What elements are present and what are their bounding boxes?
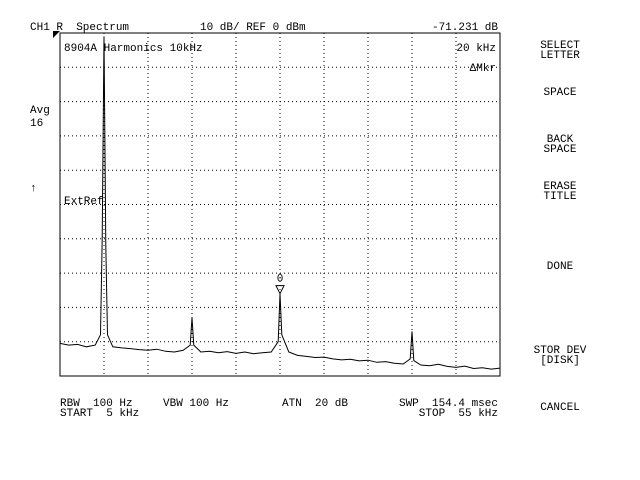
softkey[interactable]: SPACE [543,87,576,99]
softkey[interactable]: DONE [547,261,574,273]
stop: STOP 55 kHz [419,408,498,420]
marker-freq: 20 kHz [456,43,496,55]
softkey[interactable]: [DISK] [540,355,580,367]
marker-mode: ΔMkr [470,63,496,75]
ref-indicator [53,31,60,38]
softkey[interactable]: CANCEL [540,402,580,414]
softkey[interactable]: ERASE [543,181,576,193]
atn: ATN 20 dB [282,398,348,410]
vbw: VBW 100 Hz [163,398,229,410]
marker [275,285,285,295]
trace [59,36,501,370]
avg: Avg [30,105,50,117]
ref-arrow: ↑ [30,183,37,195]
ext-ref: ExtRef [64,196,104,208]
rbw: RBW 100 Hz [60,398,133,410]
softkey[interactable]: TITLE [543,191,576,203]
scale: 10 dB/ REF 0 dBm [200,22,306,34]
softkey[interactable]: SELECT [540,40,580,52]
start: START 5 kHz [60,408,139,420]
softkey[interactable]: LETTER [540,50,580,62]
avg-count: 16 [30,118,43,130]
plot-title: 8904A Harmonics 10kHz [64,43,203,55]
channel: CH1 R Spectrum [30,22,129,34]
marker-readout: -71.231 dB [432,22,498,34]
softkey[interactable]: SPACE [543,144,576,156]
softkey[interactable]: STOR DEV [534,345,587,357]
marker-label: 0 [277,274,284,286]
softkey[interactable]: BACK [547,134,574,146]
swp: SWP 154.4 msec [399,398,498,410]
